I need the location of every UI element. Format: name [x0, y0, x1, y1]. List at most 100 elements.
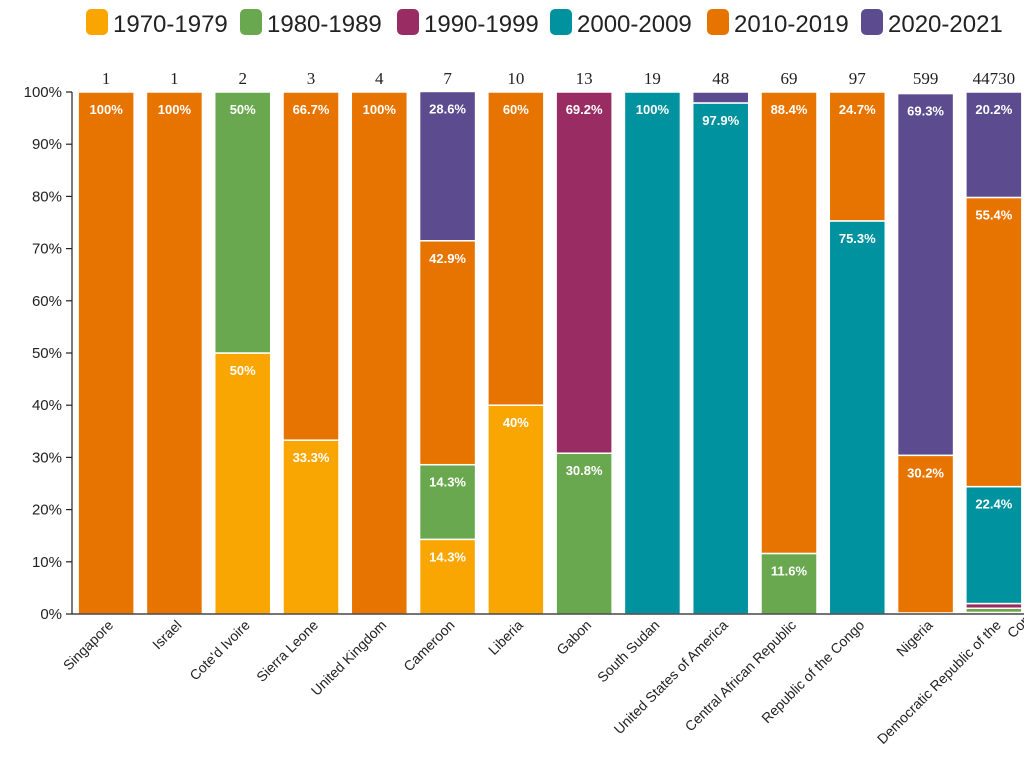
y-axis: 0% 10% 20% 30% 40% 50% 60% 70% 80% 90% 100% [24, 84, 72, 623]
bar-segment-2010-2019 [896, 454, 955, 614]
legend-swatch [86, 9, 108, 35]
legend-label: 2010-2019 [734, 11, 849, 38]
bar-segment-2010-2019 [77, 91, 135, 615]
data-label: 33.3% [293, 450, 330, 465]
legend-item-2010-2019: 2010-2019 [707, 9, 849, 38]
total-count-label: 19 [644, 69, 661, 88]
bar-democratic-republic-of-the-congo [965, 91, 1023, 615]
bar-segment-2010-2019 [760, 91, 818, 555]
data-label: 69.2% [566, 102, 603, 117]
x-category-label: Cote'd Ivoire [186, 617, 253, 684]
bar-south-sudan [623, 91, 682, 615]
data-label: 40% [503, 415, 529, 430]
total-count-label: 13 [576, 69, 593, 88]
legend-item-1990-1999: 1990-1999 [397, 9, 539, 38]
bar-gabon [555, 91, 613, 615]
data-label: 14.3% [429, 549, 466, 564]
x-category-label: Gabon [553, 617, 594, 658]
x-category-label: United States of America [611, 617, 731, 737]
legend-item-1980-1989: 1980-1989 [240, 9, 382, 38]
data-label: 20.2% [975, 102, 1012, 117]
bar-segment-2010-2019 [828, 91, 887, 222]
data-label: 28.6% [429, 101, 466, 116]
x-category-label: South Sudan [594, 617, 663, 686]
legend-item-2000-2009: 2000-2009 [550, 9, 692, 38]
total-count-label: 97 [849, 69, 867, 88]
bar-segment-1980-1989 [213, 91, 272, 354]
y-tick-label: 20% [32, 502, 62, 519]
total-count-labels: 1 1 2 3 4 7 10 13 19 48 69 97 599 44730 [102, 69, 1015, 88]
bar-israel [145, 91, 204, 615]
y-tick-label: 100% [24, 84, 62, 101]
legend-label: 1980-1989 [267, 11, 382, 38]
data-label: 75.3% [839, 231, 876, 246]
legend-label: 1990-1999 [424, 11, 539, 38]
data-label: 30.2% [907, 465, 944, 480]
bar-segment-1970-1979 [418, 538, 477, 615]
legend-item-2020-2021: 2020-2021 [861, 9, 1003, 38]
y-tick-label: 90% [32, 136, 62, 153]
bar-segment-2020-2021 [965, 91, 1023, 199]
x-category-label: Central African Republic [682, 617, 800, 735]
bar-segment-2010-2019 [418, 240, 477, 466]
x-category-label: Nigeria [893, 617, 936, 660]
data-label: 88.4% [771, 102, 808, 117]
data-labels: 100% 100% 50% 50% 33.3% 66.7% 100% 14.3% 14.3% 42… [90, 101, 1013, 578]
bar-singapore [77, 91, 135, 615]
bars [77, 90, 1023, 615]
bar-segment-2010-2019 [350, 91, 409, 615]
data-label: 55.4% [975, 207, 1012, 222]
data-label: 24.7% [839, 102, 876, 117]
data-label: 14.3% [429, 475, 466, 490]
data-label: 50% [230, 102, 256, 117]
bar-cote-d-ivoire [213, 91, 272, 615]
y-tick-label: 80% [32, 188, 62, 205]
y-tick-label: 30% [32, 449, 62, 466]
bar-republic-of-the-congo [828, 91, 887, 615]
legend: 1970-1979 1980-1989 1990-1999 2000-2009 2010… [86, 9, 1003, 38]
bar-united-kingdom [350, 91, 409, 615]
total-count-label: 1 [170, 69, 179, 88]
data-label: 100% [636, 102, 670, 117]
data-label: 42.9% [429, 251, 466, 266]
bar-segment-2000-2009 [965, 485, 1023, 605]
data-label: 100% [363, 102, 397, 117]
total-count-label: 44730 [973, 69, 1016, 88]
x-category-label: Singapore [60, 617, 117, 674]
bar-central-african-republic [760, 91, 818, 615]
y-tick-label: 0% [40, 606, 62, 623]
bar-segment-1980-1989 [418, 463, 477, 541]
bar-segment-1970-1979 [282, 439, 340, 615]
total-count-label: 7 [443, 69, 452, 88]
data-label: 50% [230, 363, 256, 378]
data-label: 66.7% [293, 102, 330, 117]
legend-label: 1970-1979 [113, 11, 228, 38]
legend-swatch [707, 9, 729, 35]
total-count-label: 599 [913, 69, 939, 88]
total-count-label: 10 [507, 69, 524, 88]
bar-sierra-leone [282, 91, 340, 615]
bar-liberia [487, 91, 545, 615]
y-tick-label: 10% [32, 554, 62, 571]
bar-segment-2020-2021 [691, 91, 750, 104]
x-category-label: Cameroon [400, 617, 458, 675]
bar-segment-2020-2021 [896, 92, 955, 457]
bar-united-states-of-america [691, 91, 750, 615]
bar-segment-2010-2019 [487, 91, 545, 406]
legend-swatch [240, 9, 262, 35]
total-count-label: 3 [307, 69, 316, 88]
bar-segment-2000-2009 [691, 102, 750, 615]
total-count-label: 1 [102, 69, 111, 88]
bar-segment-2010-2019 [145, 91, 204, 615]
bar-segment-1980-1989 [555, 452, 613, 615]
data-label: 30.8% [566, 463, 603, 478]
data-label: 69.3% [907, 104, 944, 119]
data-label: 97.9% [702, 113, 739, 128]
data-label: 100% [90, 102, 124, 117]
bar-segment-2000-2009 [828, 220, 887, 615]
bar-nigeria [896, 92, 955, 615]
legend-swatch [550, 9, 572, 35]
axes [71, 92, 1024, 615]
legend-swatch [397, 9, 419, 35]
